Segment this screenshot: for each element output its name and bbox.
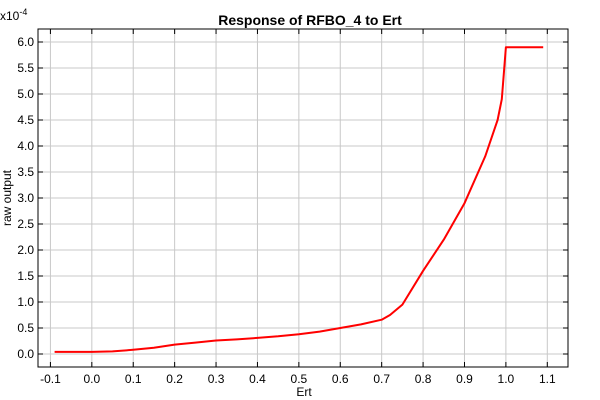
x-tick-label: 0.5 bbox=[291, 372, 308, 386]
y-tick-label: 5.5 bbox=[17, 61, 34, 75]
y-tick-label: 6.0 bbox=[17, 35, 34, 49]
y-tick-label: 2.5 bbox=[17, 217, 34, 231]
y-tick-labels: 0.0 0.5 1.0 1.5 2.0 2.5 3.0 3.5 4.0 4.5 5.0 5.5 6.0 bbox=[17, 35, 34, 361]
y-tick-label: 1.0 bbox=[17, 295, 34, 309]
y-tick-label: 1.5 bbox=[17, 269, 34, 283]
x-tick-label: 0.2 bbox=[166, 372, 183, 386]
y-tick-label: 3.0 bbox=[17, 191, 34, 205]
x-tick-label: 0.6 bbox=[332, 372, 349, 386]
y-tick-label: 3.5 bbox=[17, 165, 34, 179]
y-multiplier-base: x10 bbox=[0, 9, 20, 23]
x-tick-label: 0.9 bbox=[456, 372, 473, 386]
x-tick-label: 0.8 bbox=[415, 372, 432, 386]
x-tick-label: 1.1 bbox=[539, 372, 556, 386]
y-tick-label: 2.0 bbox=[17, 243, 34, 257]
x-tick-labels: -0.1 0.0 0.1 0.2 0.3 0.4 0.5 0.6 0.7 0.8 0.9 1.0 1.1 bbox=[40, 372, 556, 386]
grid-lines bbox=[38, 29, 568, 367]
y-multiplier-exponent: -4 bbox=[19, 7, 27, 17]
x-tick-label: -0.1 bbox=[40, 372, 61, 386]
y-axis-label: raw output bbox=[0, 169, 14, 226]
x-tick-label: 0.4 bbox=[249, 372, 266, 386]
y-tick-label: 4.0 bbox=[17, 139, 34, 153]
x-tick-label: 0.0 bbox=[83, 372, 100, 386]
x-tick-label: 0.7 bbox=[373, 372, 390, 386]
x-tick-label: 0.1 bbox=[125, 372, 142, 386]
y-tick-label: 0.5 bbox=[17, 321, 34, 335]
x-axis-label: Ert bbox=[296, 385, 312, 399]
y-tick-label: 5.0 bbox=[17, 87, 34, 101]
chart-title: Response of RFBO_4 to Ert bbox=[218, 12, 402, 28]
x-tick-label: 0.3 bbox=[208, 372, 225, 386]
y-tick-label: 0.0 bbox=[17, 347, 34, 361]
y-multiplier-label: x10-4 bbox=[0, 7, 27, 23]
y-tick-label: 4.5 bbox=[17, 113, 34, 127]
axis-ticks bbox=[38, 29, 568, 367]
x-tick-label: 1.0 bbox=[498, 372, 515, 386]
series-line-response bbox=[54, 46, 544, 353]
